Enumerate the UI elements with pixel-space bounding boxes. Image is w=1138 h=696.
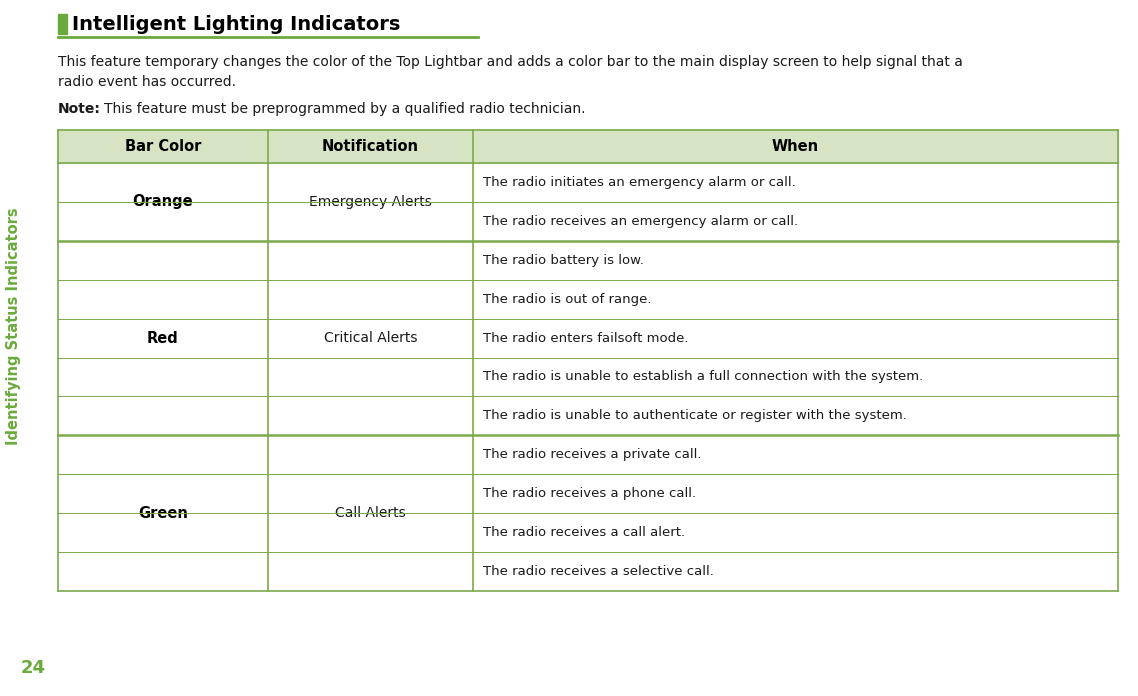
Bar — [58, 358, 1118, 397]
Text: This feature must be preprogrammed by a qualified radio technician.: This feature must be preprogrammed by a … — [104, 102, 585, 116]
Text: radio event has occurred.: radio event has occurred. — [58, 75, 236, 89]
Bar — [58, 552, 1118, 591]
Text: The radio is unable to authenticate or register with the system.: The radio is unable to authenticate or r… — [483, 409, 907, 422]
Bar — [58, 319, 1118, 358]
Bar — [58, 241, 1118, 280]
Text: Call Alerts: Call Alerts — [335, 506, 406, 520]
Bar — [58, 280, 1118, 319]
Bar — [58, 474, 1118, 513]
Text: The radio receives an emergency alarm or call.: The radio receives an emergency alarm or… — [483, 215, 798, 228]
Text: Green: Green — [138, 506, 188, 521]
Text: The radio battery is low.: The radio battery is low. — [483, 254, 644, 267]
Text: Note:: Note: — [58, 102, 101, 116]
Text: Red: Red — [147, 331, 179, 346]
Text: Notification: Notification — [322, 139, 419, 154]
Bar — [58, 436, 1118, 474]
Bar — [58, 513, 1118, 552]
Text: This feature temporary changes the color of the Top Lightbar and adds a color ba: This feature temporary changes the color… — [58, 55, 963, 69]
Text: 24: 24 — [20, 659, 46, 677]
Text: The radio is unable to establish a full connection with the system.: The radio is unable to establish a full … — [483, 370, 923, 383]
Bar — [58, 163, 1118, 202]
Text: The radio receives a call alert.: The radio receives a call alert. — [483, 526, 685, 539]
Text: The radio receives a phone call.: The radio receives a phone call. — [483, 487, 696, 500]
Bar — [58, 14, 67, 34]
Text: The radio is out of range.: The radio is out of range. — [483, 293, 651, 306]
Text: Identifying Status Indicators: Identifying Status Indicators — [7, 207, 22, 445]
Text: The radio initiates an emergency alarm or call.: The radio initiates an emergency alarm o… — [483, 176, 795, 189]
Text: Bar Color: Bar Color — [125, 139, 201, 154]
Text: Emergency Alerts: Emergency Alerts — [310, 195, 432, 209]
Bar — [58, 397, 1118, 436]
Bar — [58, 130, 1118, 163]
Text: Orange: Orange — [133, 194, 193, 209]
Text: The radio receives a private call.: The radio receives a private call. — [483, 448, 701, 461]
Text: Critical Alerts: Critical Alerts — [323, 331, 418, 345]
Bar — [58, 202, 1118, 241]
Text: The radio enters failsoft mode.: The radio enters failsoft mode. — [483, 331, 688, 345]
Text: The radio receives a selective call.: The radio receives a selective call. — [483, 565, 714, 578]
Text: When: When — [772, 139, 819, 154]
Text: Intelligent Lighting Indicators: Intelligent Lighting Indicators — [72, 15, 401, 33]
